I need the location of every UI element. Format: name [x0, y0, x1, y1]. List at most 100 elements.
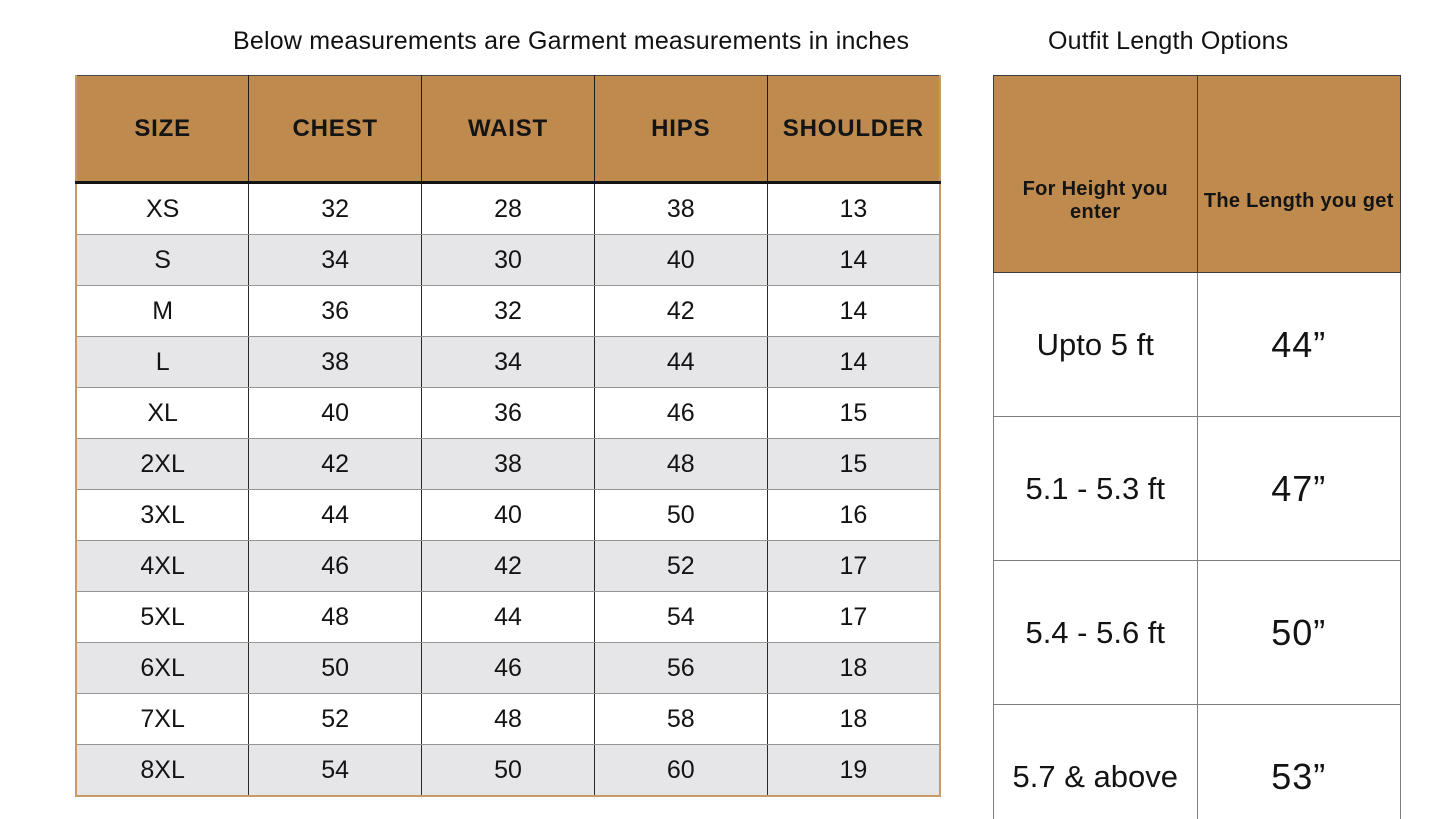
- table-cell: 50”: [1196, 560, 1401, 705]
- column-header-size: SIZE: [75, 75, 250, 183]
- table-cell: 50: [421, 744, 595, 797]
- table-cell: 44: [593, 336, 768, 388]
- table-cell: 30: [421, 234, 595, 286]
- table-cell: 50: [593, 489, 768, 541]
- table-cell: 8XL: [75, 744, 250, 797]
- table-cell: 42: [248, 438, 423, 490]
- size-measurements-table: SIZE CHEST WAIST HIPS SHOULDER XS 32 28 38 1…: [75, 75, 941, 797]
- table-row: 5.1 - 5.3 ft 47”: [993, 416, 1401, 561]
- table-cell: 42: [421, 540, 595, 592]
- table-cell: XL: [75, 387, 250, 439]
- table-row: 8XL 54 50 60 19: [75, 744, 941, 797]
- table-cell: S: [75, 234, 250, 286]
- table-cell: 3XL: [75, 489, 250, 541]
- table-cell: 4XL: [75, 540, 250, 592]
- table-cell: 7XL: [75, 693, 250, 745]
- table-cell: 48: [248, 591, 423, 643]
- table-row: Upto 5 ft 44”: [993, 272, 1401, 417]
- table-cell: L: [75, 336, 250, 388]
- table-row: M 36 32 42 14: [75, 285, 941, 337]
- table-cell: 15: [766, 438, 941, 490]
- length-table-body: Upto 5 ft 44” 5.1 - 5.3 ft 47” 5.4 - 5.6 ft 5…: [993, 272, 1401, 819]
- table-row: 4XL 46 42 52 17: [75, 540, 941, 592]
- table-cell: 60: [593, 744, 768, 797]
- table-row: 6XL 50 46 56 18: [75, 642, 941, 694]
- table-cell: 17: [766, 591, 941, 643]
- table-cell: M: [75, 285, 250, 337]
- table-cell: 34: [248, 234, 423, 286]
- length-table-title: Outfit Length Options: [1048, 27, 1289, 55]
- table-cell: 38: [421, 438, 595, 490]
- table-cell: 40: [421, 489, 595, 541]
- size-table-title: Below measurements are Garment measureme…: [233, 27, 910, 55]
- table-cell: 17: [766, 540, 941, 592]
- table-cell: 32: [248, 182, 423, 235]
- table-cell: 52: [248, 693, 423, 745]
- table-row: 2XL 42 38 48 15: [75, 438, 941, 490]
- table-cell: 36: [421, 387, 595, 439]
- length-table-header: For Height you enter The Length you get: [993, 75, 1401, 273]
- table-cell: 50: [248, 642, 423, 694]
- table-cell: 2XL: [75, 438, 250, 490]
- table-cell: 56: [593, 642, 768, 694]
- column-header-length-you-get: The Length you get: [1196, 75, 1401, 273]
- column-header-height-entered: For Height you enter: [993, 75, 1198, 273]
- table-cell: 19: [766, 744, 941, 797]
- table-cell: 28: [421, 182, 595, 235]
- table-cell: 14: [766, 234, 941, 286]
- table-cell: 54: [248, 744, 423, 797]
- size-table-header: SIZE CHEST WAIST HIPS SHOULDER: [75, 75, 941, 183]
- table-cell: 5.4 - 5.6 ft: [993, 560, 1198, 705]
- size-table-header-row: SIZE CHEST WAIST HIPS SHOULDER: [75, 75, 941, 183]
- table-cell: 6XL: [75, 642, 250, 694]
- length-table-header-row: For Height you enter The Length you get: [993, 75, 1401, 273]
- table-cell: 46: [593, 387, 768, 439]
- table-cell: 48: [421, 693, 595, 745]
- outfit-length-table: For Height you enter The Length you get …: [993, 75, 1401, 819]
- table-row: XL 40 36 46 15: [75, 387, 941, 439]
- table-row: L 38 34 44 14: [75, 336, 941, 388]
- table-cell: 14: [766, 336, 941, 388]
- table-cell: 52: [593, 540, 768, 592]
- table-cell: 47”: [1196, 416, 1401, 561]
- table-cell: 44”: [1196, 272, 1401, 417]
- table-row: S 34 30 40 14: [75, 234, 941, 286]
- table-cell: 46: [421, 642, 595, 694]
- table-cell: 44: [421, 591, 595, 643]
- table-row: 7XL 52 48 58 18: [75, 693, 941, 745]
- table-cell: 18: [766, 693, 941, 745]
- table-cell: 38: [593, 182, 768, 235]
- column-header-shoulder: SHOULDER: [766, 75, 941, 183]
- table-cell: 5.1 - 5.3 ft: [993, 416, 1198, 561]
- column-header-chest: CHEST: [248, 75, 423, 183]
- table-cell: 5XL: [75, 591, 250, 643]
- table-cell: 16: [766, 489, 941, 541]
- table-cell: 40: [248, 387, 423, 439]
- table-cell: 14: [766, 285, 941, 337]
- table-cell: 40: [593, 234, 768, 286]
- table-row: XS 32 28 38 13: [75, 182, 941, 235]
- table-row: 5.4 - 5.6 ft 50”: [993, 560, 1401, 705]
- table-cell: 15: [766, 387, 941, 439]
- table-row: 3XL 44 40 50 16: [75, 489, 941, 541]
- table-cell: 54: [593, 591, 768, 643]
- table-cell: 46: [248, 540, 423, 592]
- table-cell: 32: [421, 285, 595, 337]
- table-cell: 13: [766, 182, 941, 235]
- column-header-hips: HIPS: [593, 75, 768, 183]
- column-header-waist: WAIST: [421, 75, 595, 183]
- table-cell: 53”: [1196, 704, 1401, 819]
- table-cell: 18: [766, 642, 941, 694]
- table-cell: 48: [593, 438, 768, 490]
- table-row: 5XL 48 44 54 17: [75, 591, 941, 643]
- table-cell: 34: [421, 336, 595, 388]
- table-cell: Upto 5 ft: [993, 272, 1198, 417]
- table-cell: 44: [248, 489, 423, 541]
- table-cell: 5.7 & above: [993, 704, 1198, 819]
- table-cell: 36: [248, 285, 423, 337]
- table-row: 5.7 & above 53”: [993, 704, 1401, 819]
- table-cell: 38: [248, 336, 423, 388]
- size-table-body: XS 32 28 38 13 S 34 30 40 14 M 36 32 42 14 L 38 34 44 14 XL 4…: [75, 182, 941, 797]
- table-cell: 58: [593, 693, 768, 745]
